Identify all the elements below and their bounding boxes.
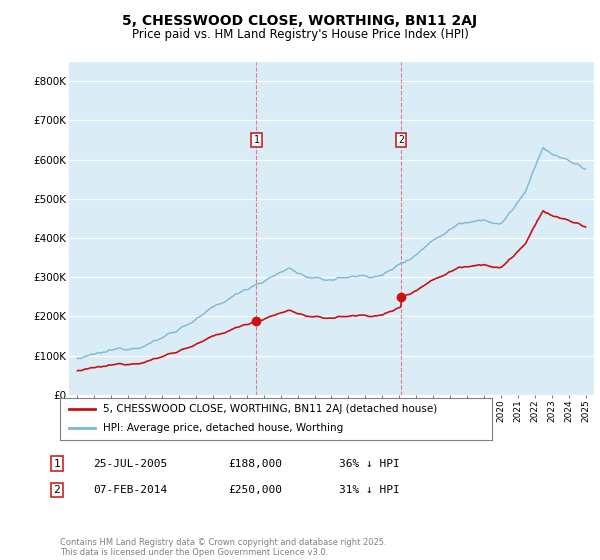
Text: 5, CHESSWOOD CLOSE, WORTHING, BN11 2AJ (detached house): 5, CHESSWOOD CLOSE, WORTHING, BN11 2AJ (… bbox=[103, 404, 437, 414]
Text: 31% ↓ HPI: 31% ↓ HPI bbox=[339, 485, 400, 495]
Text: 36% ↓ HPI: 36% ↓ HPI bbox=[339, 459, 400, 469]
Text: Contains HM Land Registry data © Crown copyright and database right 2025.
This d: Contains HM Land Registry data © Crown c… bbox=[60, 538, 386, 557]
Bar bbox=[256, 62, 401, 395]
Text: Price paid vs. HM Land Registry's House Price Index (HPI): Price paid vs. HM Land Registry's House … bbox=[131, 28, 469, 41]
Text: HPI: Average price, detached house, Worthing: HPI: Average price, detached house, Wort… bbox=[103, 423, 343, 433]
Text: 2: 2 bbox=[398, 135, 404, 145]
Text: £188,000: £188,000 bbox=[228, 459, 282, 469]
Text: 2: 2 bbox=[53, 485, 61, 495]
Text: 1: 1 bbox=[53, 459, 61, 469]
Text: £250,000: £250,000 bbox=[228, 485, 282, 495]
Text: 5, CHESSWOOD CLOSE, WORTHING, BN11 2AJ: 5, CHESSWOOD CLOSE, WORTHING, BN11 2AJ bbox=[122, 14, 478, 28]
Text: 07-FEB-2014: 07-FEB-2014 bbox=[93, 485, 167, 495]
Text: 25-JUL-2005: 25-JUL-2005 bbox=[93, 459, 167, 469]
Text: 1: 1 bbox=[253, 135, 259, 145]
